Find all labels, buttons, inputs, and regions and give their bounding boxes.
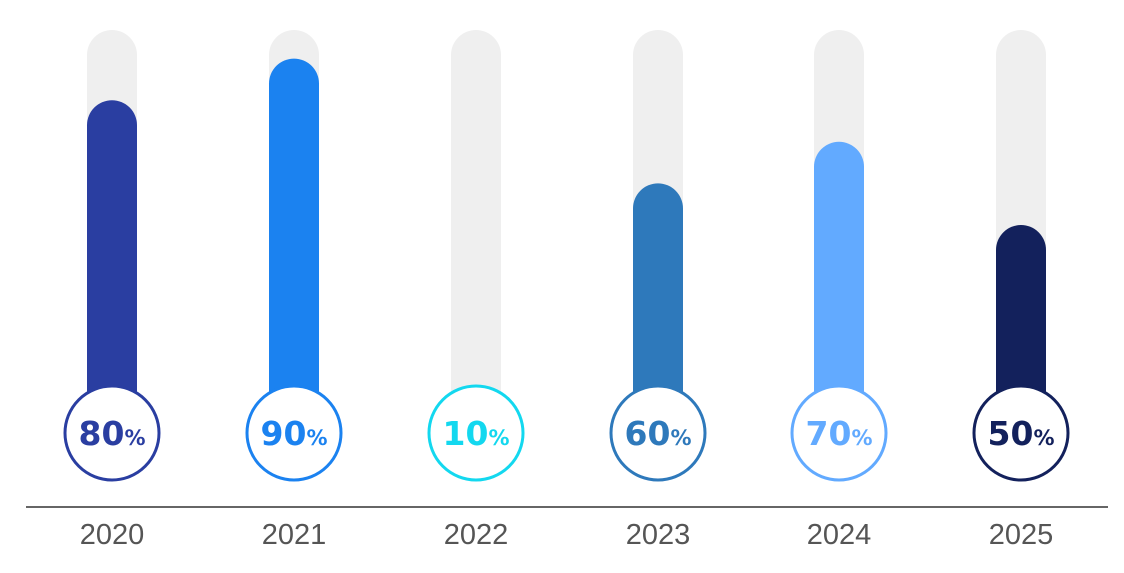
x-tick-label-2021: 2021	[262, 519, 327, 551]
data-label-percent-sign: %	[306, 426, 327, 450]
bulb-2024	[790, 384, 888, 482]
data-label-value: 10	[443, 414, 489, 453]
data-label-value: 70	[806, 414, 852, 453]
data-label-value: 80	[79, 414, 125, 453]
track-layer	[87, 30, 1046, 433]
data-label-2021: 90%	[261, 414, 328, 453]
x-tick-label-2025: 2025	[989, 519, 1054, 551]
data-label-value: 50	[988, 414, 1034, 453]
data-label-percent-sign: %	[1033, 426, 1054, 450]
bulb-2022	[427, 384, 525, 482]
data-label-2022: 10%	[443, 414, 510, 453]
bulb-2023	[609, 384, 707, 482]
bulb-layer: 80% 90% 10% 60% 70% 50%	[63, 384, 1070, 482]
x-tick-label-2022: 2022	[444, 519, 509, 551]
data-label-2020: 80%	[79, 414, 146, 453]
data-label-percent-sign: %	[670, 426, 691, 450]
bulb-2025	[972, 384, 1070, 482]
data-label-2025: 50%	[988, 414, 1055, 453]
bar-2024	[814, 141, 864, 434]
data-label-percent-sign: %	[851, 426, 872, 450]
bulb-2021	[245, 384, 343, 482]
data-label-value: 60	[625, 414, 671, 453]
data-label-value: 90	[261, 414, 307, 453]
data-label-percent-sign: %	[124, 426, 145, 450]
x-tick-label-2023: 2023	[626, 519, 691, 551]
bar-layer	[87, 58, 1046, 434]
data-label-2023: 60%	[625, 414, 692, 453]
bar-track-2022	[451, 30, 501, 433]
bar-2021	[269, 58, 319, 433]
bar-2020	[87, 100, 137, 433]
label-layer: 2020 2021 2022 2023 2024 2025	[80, 519, 1054, 551]
data-label-percent-sign: %	[488, 426, 509, 450]
bulb-2020	[63, 384, 161, 482]
bar-2023	[633, 183, 683, 433]
x-tick-label-2020: 2020	[80, 519, 145, 551]
x-tick-label-2024: 2024	[807, 519, 872, 551]
bar-2025	[996, 225, 1046, 433]
data-label-2024: 70%	[806, 414, 873, 453]
